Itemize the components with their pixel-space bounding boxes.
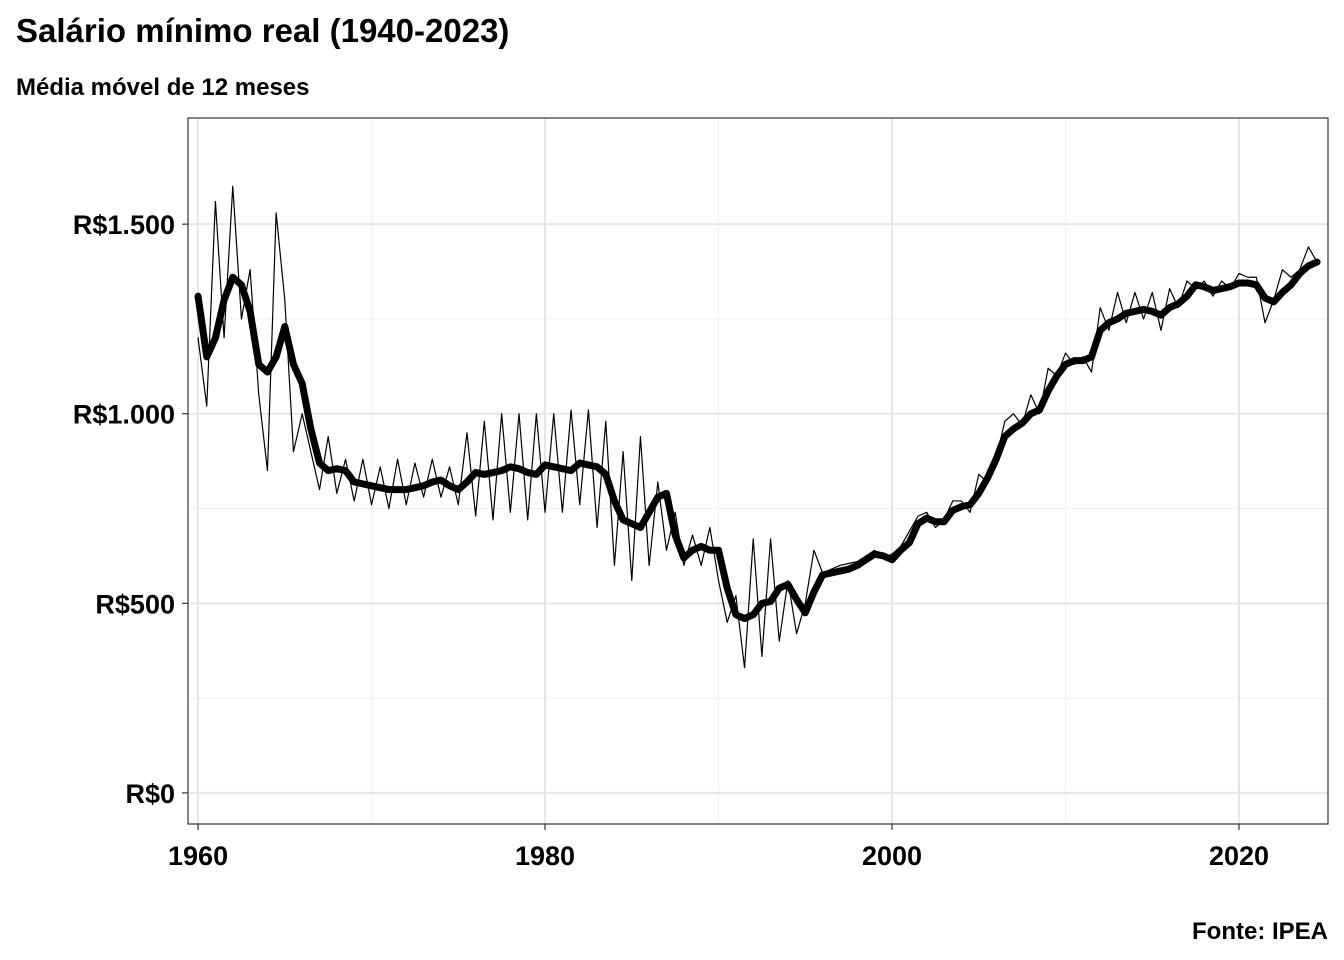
y-tick-label: R$0 [125,779,175,809]
y-tick-label: R$1.000 [73,400,175,430]
chart-subtitle: Média móvel de 12 meses [16,74,309,101]
line [194,258,1321,622]
caption: Fonte: IPEA [1192,918,1328,945]
chart-title: Salário mínimo real (1940-2023) [16,12,509,49]
x-tick-label: 2020 [1209,841,1269,871]
plot-border [187,117,1329,825]
x-tick-label: 2000 [862,841,922,871]
x-tick-label: 1980 [515,841,575,871]
y-tick-label: R$1.500 [73,210,175,240]
y-tick-label: R$500 [95,589,175,619]
x-tick-label: 1960 [168,841,228,871]
line [197,185,1318,669]
